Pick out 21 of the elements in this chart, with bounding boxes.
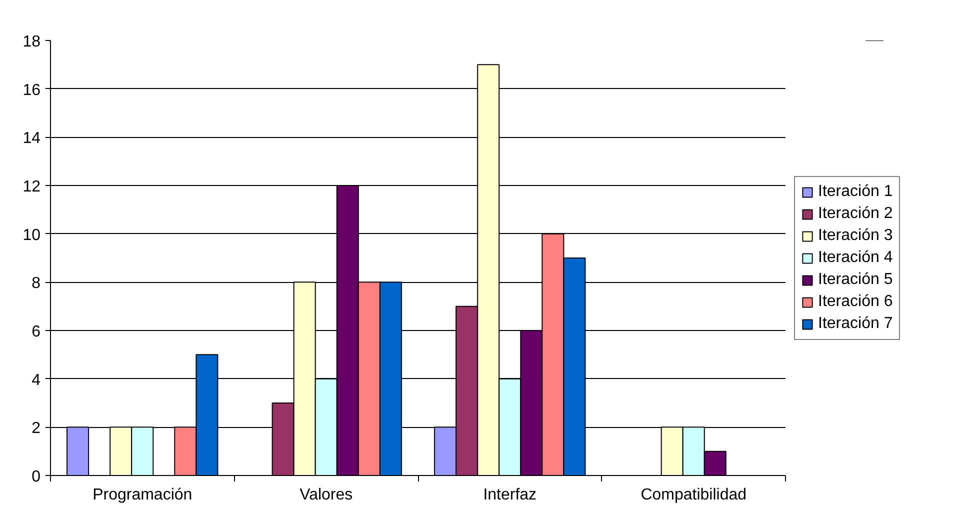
y-tick-label: 18 <box>22 34 41 50</box>
legend-label: Iteración 3 <box>818 226 893 244</box>
x-tick-label: Programación <box>92 486 192 504</box>
y-tick-label: 0 <box>32 468 41 486</box>
y-tick-label: 16 <box>22 82 41 99</box>
legend-label: Iteración 1 <box>818 182 893 200</box>
x-tick-label: Valores <box>300 486 353 504</box>
legend-label: Iteración 4 <box>818 248 893 266</box>
y-tick-label: 8 <box>32 275 41 292</box>
y-tick-label: 10 <box>22 226 41 244</box>
y-tick-label: 4 <box>32 372 41 389</box>
x-tick-label: Interfaz <box>483 486 537 504</box>
y-tick-label: 14 <box>22 130 41 148</box>
legend-label: Iteración 5 <box>818 270 893 288</box>
legend-label: Iteración 7 <box>818 314 893 332</box>
x-tick-label: Compatibilidad <box>640 486 747 504</box>
legend-label: Iteración 2 <box>818 204 893 222</box>
legend-label: Iteración 6 <box>818 292 893 310</box>
y-tick-label: 6 <box>32 324 41 340</box>
y-tick-label: 12 <box>22 178 41 196</box>
y-tick-label: 2 <box>32 420 41 438</box>
